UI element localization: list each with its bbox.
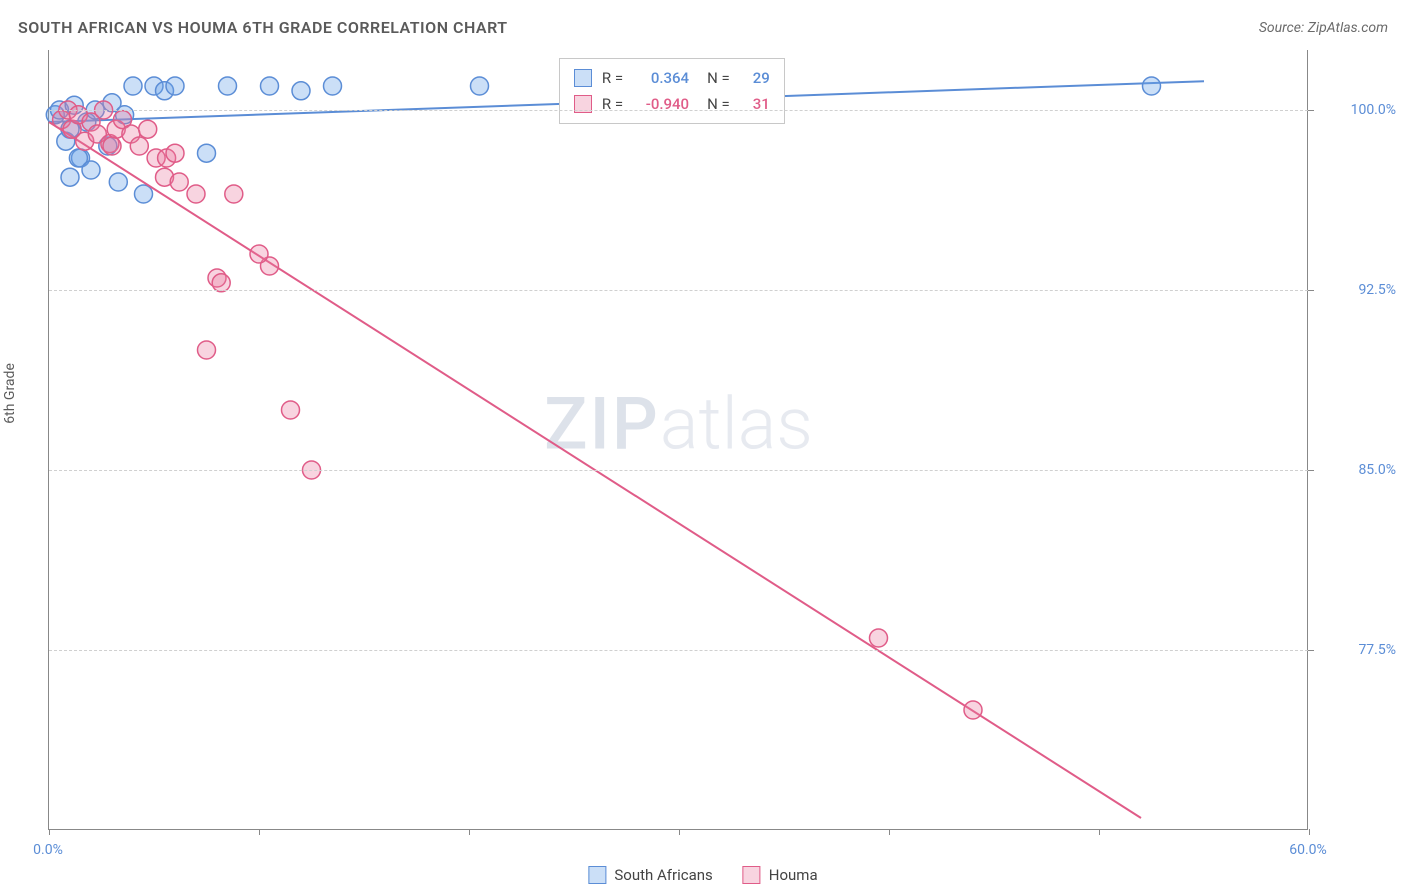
- x-tick: [889, 829, 890, 835]
- stats-legend-row: R = 0.364 N = 29: [574, 65, 770, 91]
- y-tick: [1308, 470, 1314, 471]
- data-point: [170, 173, 188, 191]
- y-tick-label: 77.5%: [1358, 642, 1396, 658]
- chart-title: SOUTH AFRICAN VS HOUMA 6TH GRADE CORRELA…: [18, 18, 508, 37]
- data-point: [124, 77, 142, 95]
- grid-line: [49, 110, 1308, 111]
- y-tick-label: 85.0%: [1358, 462, 1396, 478]
- legend-swatch: [743, 866, 761, 884]
- x-tick: [259, 829, 260, 835]
- x-start-label: 0.0%: [33, 842, 63, 858]
- data-point: [1143, 77, 1161, 95]
- bottom-legend: South Africans Houma: [588, 866, 817, 884]
- data-point: [198, 341, 216, 359]
- x-tick: [49, 829, 50, 835]
- data-point: [292, 82, 310, 100]
- y-axis-label: 6th Grade: [2, 363, 18, 424]
- x-tick: [469, 829, 470, 835]
- data-point: [250, 245, 268, 263]
- y-tick: [1308, 650, 1314, 651]
- y-tick-label: 92.5%: [1358, 282, 1396, 298]
- grid-line: [49, 650, 1308, 651]
- stats-legend-row: R =-0.940N =31: [574, 91, 770, 117]
- data-point: [261, 77, 279, 95]
- grid-line: [49, 290, 1308, 291]
- x-tick: [679, 829, 680, 835]
- data-point: [109, 173, 127, 191]
- x-end-label: 60.0%: [1289, 842, 1327, 858]
- legend-item: South Africans: [588, 866, 712, 884]
- chart-source: Source: ZipAtlas.com: [1259, 20, 1388, 36]
- legend-item: Houma: [743, 866, 818, 884]
- y-tick: [1308, 290, 1314, 291]
- chart-header: SOUTH AFRICAN VS HOUMA 6TH GRADE CORRELA…: [18, 18, 1388, 37]
- y-tick-label: 100.0%: [1351, 102, 1396, 118]
- data-point: [130, 137, 148, 155]
- data-point: [187, 185, 205, 203]
- plot-area: ZIPatlas R =0.364N =29R =-0.940N =31 100…: [48, 50, 1308, 830]
- data-point: [166, 77, 184, 95]
- legend-label: Houma: [769, 866, 818, 884]
- data-point: [166, 144, 184, 162]
- legend-n-label: N =: [707, 69, 730, 87]
- data-point: [964, 701, 982, 719]
- data-point: [135, 185, 153, 203]
- chart-svg: [49, 50, 1308, 829]
- legend-n-value: 29: [740, 69, 770, 87]
- data-point: [225, 185, 243, 203]
- data-point: [61, 168, 79, 186]
- data-point: [103, 137, 121, 155]
- x-tick: [1099, 829, 1100, 835]
- x-tick: [1309, 829, 1310, 835]
- legend-r-value: 0.364: [633, 69, 689, 87]
- stats-legend: R = 0.364 N = 29 R =-0.940N =31: [559, 58, 785, 124]
- data-point: [198, 144, 216, 162]
- data-point: [282, 401, 300, 419]
- data-point: [471, 77, 489, 95]
- data-point: [219, 77, 237, 95]
- data-point: [324, 77, 342, 95]
- legend-r-label: R =: [602, 69, 623, 87]
- legend-swatch: [588, 866, 606, 884]
- legend-swatch: [574, 69, 592, 87]
- data-point: [69, 149, 87, 167]
- data-point: [139, 120, 157, 138]
- y-tick: [1308, 110, 1314, 111]
- grid-line: [49, 470, 1308, 471]
- legend-label: South Africans: [614, 866, 712, 884]
- data-point: [870, 629, 888, 647]
